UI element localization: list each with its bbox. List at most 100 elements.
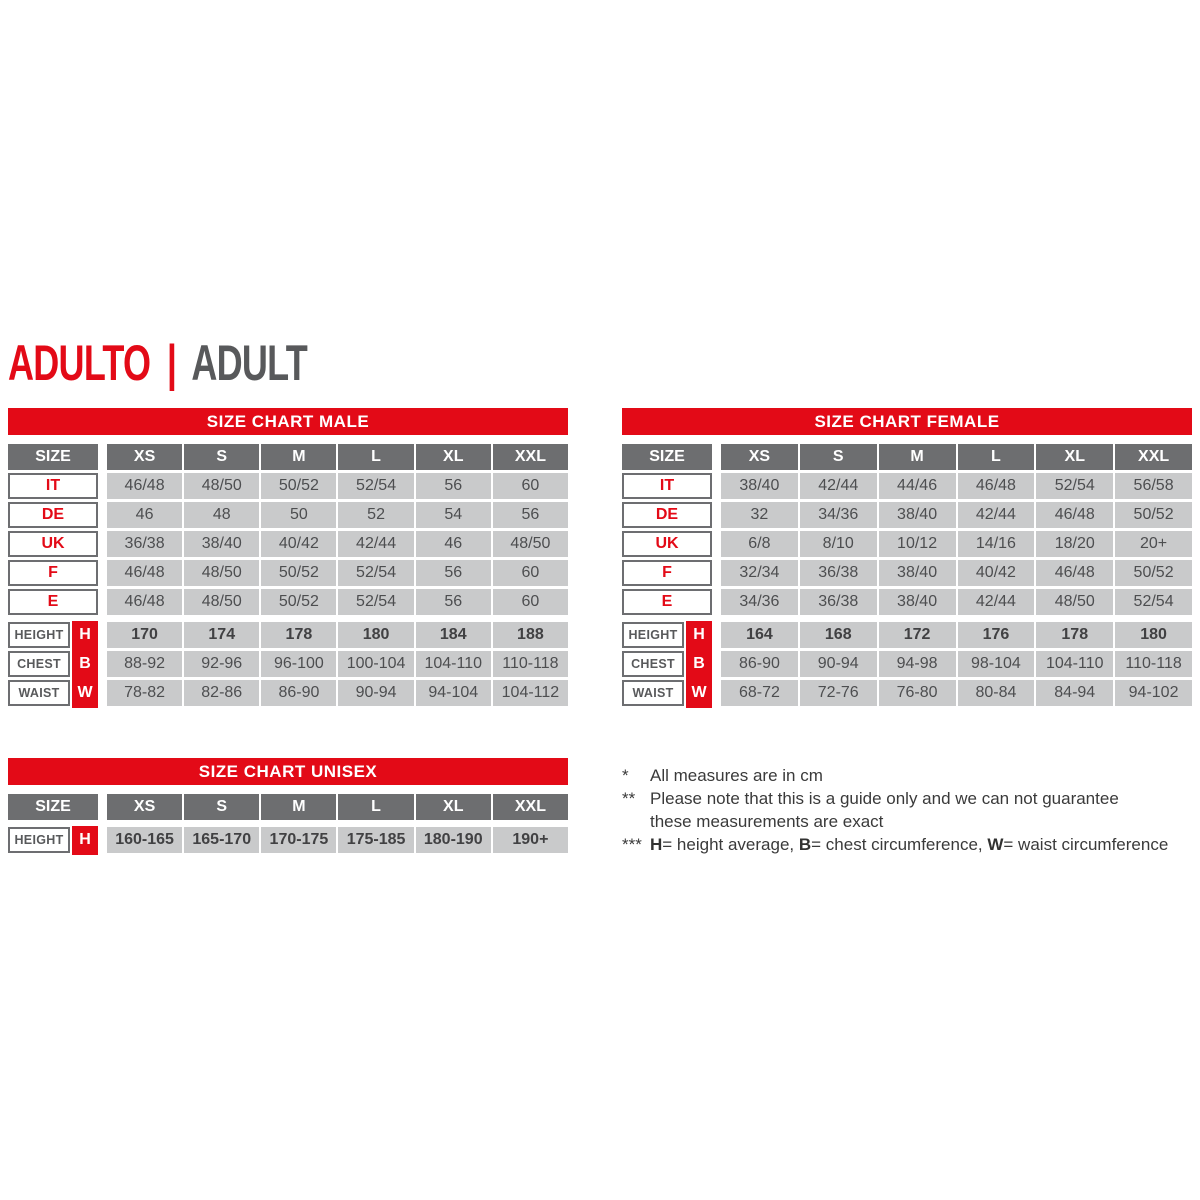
size-value-cell: 48/50 (492, 531, 568, 557)
size-value-cell: 50/52 (261, 589, 337, 615)
row-label-e: E (622, 589, 712, 615)
measure-label-wrap: CHEST B (8, 649, 105, 679)
column-header-xl: XL (415, 444, 491, 470)
column-header-m: M (878, 444, 956, 470)
size-value-cell: 38/40 (878, 502, 956, 528)
measure-code-b: B (686, 649, 712, 679)
unisex-size-grid: SIZE XS S M L XL XXL (8, 794, 568, 820)
measure-label-wrap: HEIGHT H (8, 825, 105, 855)
size-value-cell: 56 (415, 560, 491, 586)
size-value-cell: 36/38 (799, 589, 877, 615)
measure-value-cell: 100-104 (338, 651, 414, 677)
size-value-cell: 56 (415, 589, 491, 615)
female-table-title: SIZE CHART FEMALE (622, 408, 1192, 435)
size-header-cell-wrap: SIZE (8, 444, 105, 470)
size-value-cell: 38/40 (878, 560, 956, 586)
size-value-cell: 18/20 (1036, 531, 1114, 557)
size-value-cell: 36/38 (107, 531, 183, 557)
size-value-cell: 48/50 (184, 560, 260, 586)
male-measure-grid: HEIGHT H 170 174 178 180 184 188 CHEST B 88-92 92-9… (8, 620, 568, 708)
size-value-cell: 46/48 (1036, 502, 1114, 528)
size-value-cell: 46/48 (957, 473, 1035, 499)
size-value-cell: 32 (721, 502, 798, 528)
size-value-cell: 42/44 (957, 589, 1035, 615)
row-label-de: DE (622, 502, 712, 528)
column-header-m: M (261, 444, 337, 470)
female-measure-grid: HEIGHT H 164 168 172 176 178 180 CHEST B 86-90 90-9… (622, 620, 1192, 708)
size-value-cell: 46 (415, 531, 491, 557)
measure-value-cell: 175-185 (338, 827, 414, 853)
row-label-it: IT (622, 473, 712, 499)
row-label-it: IT (8, 473, 98, 499)
row-label-f: F (622, 560, 712, 586)
measure-value-cell: 172 (878, 622, 956, 648)
measure-value-cell: 165-170 (184, 827, 260, 853)
footnote-marker: * (622, 766, 629, 785)
footnote-segment: = waist circumference (1003, 835, 1169, 854)
measure-code-h: H (72, 825, 98, 855)
size-value-cell: 46 (107, 502, 183, 528)
measure-label-chest: CHEST (622, 651, 684, 677)
measure-value-cell: 174 (184, 622, 260, 648)
measure-value-cell: 180 (338, 622, 414, 648)
measure-value-cell: 170-175 (261, 827, 337, 853)
footnote-text: All measures are in cm (650, 764, 823, 787)
size-header-cell: SIZE (622, 444, 712, 470)
footnotes: * All measures are in cm ** Please note tha… (622, 764, 1197, 856)
size-value-cell: 40/42 (957, 560, 1035, 586)
measure-value-cell: 96-100 (261, 651, 337, 677)
measure-code-h: H (686, 620, 712, 650)
measure-value-cell: 104-112 (492, 680, 568, 706)
column-header-xs: XS (107, 444, 183, 470)
size-value-cell: 50/52 (1115, 560, 1192, 586)
unisex-measure-grid: HEIGHT H 160-165 165-170 170-175 175-185 180-1… (8, 825, 568, 855)
size-header-cell-wrap: SIZE (8, 794, 105, 820)
page-title: ADULTO | ADULT (8, 335, 308, 391)
measure-value-cell: 190+ (492, 827, 568, 853)
measure-value-cell: 164 (721, 622, 798, 648)
size-value-cell: 48 (184, 502, 260, 528)
footnote-1: * All measures are in cm (622, 764, 1197, 787)
size-value-cell: 52/54 (338, 560, 414, 586)
footnote-3: *** H= height average, B= chest circumfer… (622, 833, 1197, 856)
row-label-wrap: UK (8, 531, 105, 557)
measure-label-wrap: HEIGHT H (8, 620, 105, 650)
row-label-wrap: E (622, 589, 719, 615)
size-value-cell: 38/40 (878, 589, 956, 615)
footnote-text: H= height average, B= chest circumferenc… (650, 833, 1168, 856)
row-label-wrap: E (8, 589, 105, 615)
size-value-cell: 42/44 (957, 502, 1035, 528)
size-value-cell: 34/36 (799, 502, 877, 528)
size-value-cell: 10/12 (878, 531, 956, 557)
size-value-cell: 52/54 (1036, 473, 1114, 499)
size-value-cell: 56/58 (1115, 473, 1192, 499)
page-title-secondary: ADULT (191, 335, 308, 391)
column-header-l: L (957, 444, 1035, 470)
size-value-cell: 52/54 (1115, 589, 1192, 615)
measure-value-cell: 88-92 (107, 651, 183, 677)
row-label-wrap: IT (622, 473, 719, 499)
row-label-wrap: F (622, 560, 719, 586)
measure-value-cell: 160-165 (107, 827, 183, 853)
size-value-cell: 52/54 (338, 473, 414, 499)
measure-value-cell: 188 (492, 622, 568, 648)
size-value-cell: 40/42 (261, 531, 337, 557)
row-label-wrap: DE (622, 502, 719, 528)
footnote-segment: W (987, 835, 1004, 854)
measure-value-cell: 94-98 (878, 651, 956, 677)
measure-value-cell: 86-90 (721, 651, 798, 677)
column-header-m: M (261, 794, 337, 820)
measure-value-cell: 110-118 (1115, 651, 1192, 677)
size-value-cell: 56 (415, 473, 491, 499)
row-label-wrap: UK (622, 531, 719, 557)
measure-code-b: B (72, 649, 98, 679)
size-value-cell: 56 (492, 502, 568, 528)
measure-value-cell: 180 (1115, 622, 1192, 648)
size-chart-female-table: SIZE CHART FEMALE SIZE XS S M L XL XXL IT 38/40 42… (622, 408, 1192, 708)
page-title-primary: ADULTO (8, 335, 151, 391)
measure-value-cell: 80-84 (957, 680, 1035, 706)
size-value-cell: 44/46 (878, 473, 956, 499)
column-header-xl: XL (415, 794, 491, 820)
measure-value-cell: 170 (107, 622, 183, 648)
